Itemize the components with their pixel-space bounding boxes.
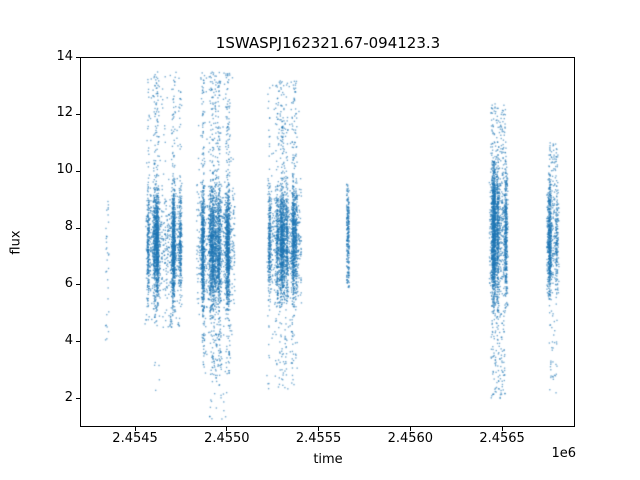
x-tick-mark	[409, 427, 411, 431]
x-tick-label: 2.4560	[387, 431, 434, 446]
y-tick-label: 4	[64, 332, 73, 348]
y-tick-mark	[76, 113, 80, 115]
y-tick-label: 6	[64, 275, 73, 291]
x-tick-mark	[318, 427, 320, 431]
y-tick-label: 12	[56, 105, 73, 121]
x-tick-label: 2.4545	[112, 431, 158, 446]
y-tick-mark	[76, 341, 80, 343]
y-tick-label: 10	[56, 162, 73, 178]
y-tick-label: 8	[64, 219, 73, 235]
y-tick-mark	[76, 57, 80, 58]
x-tick-mark	[501, 427, 503, 431]
x-tick-mark	[226, 427, 228, 431]
x-tick-mark	[134, 427, 136, 431]
x-tick-label: 2.4565	[479, 431, 525, 446]
y-tick-label: 14	[56, 48, 73, 64]
y-tick-mark	[76, 170, 80, 172]
y-tick-label: 2	[64, 389, 73, 405]
y-tick-mark	[76, 284, 80, 286]
x-tick-label: 2.4550	[204, 431, 250, 446]
x-tick-label: 2.4555	[295, 431, 342, 446]
y-tick-mark	[76, 398, 80, 400]
y-tick-mark	[76, 227, 80, 229]
